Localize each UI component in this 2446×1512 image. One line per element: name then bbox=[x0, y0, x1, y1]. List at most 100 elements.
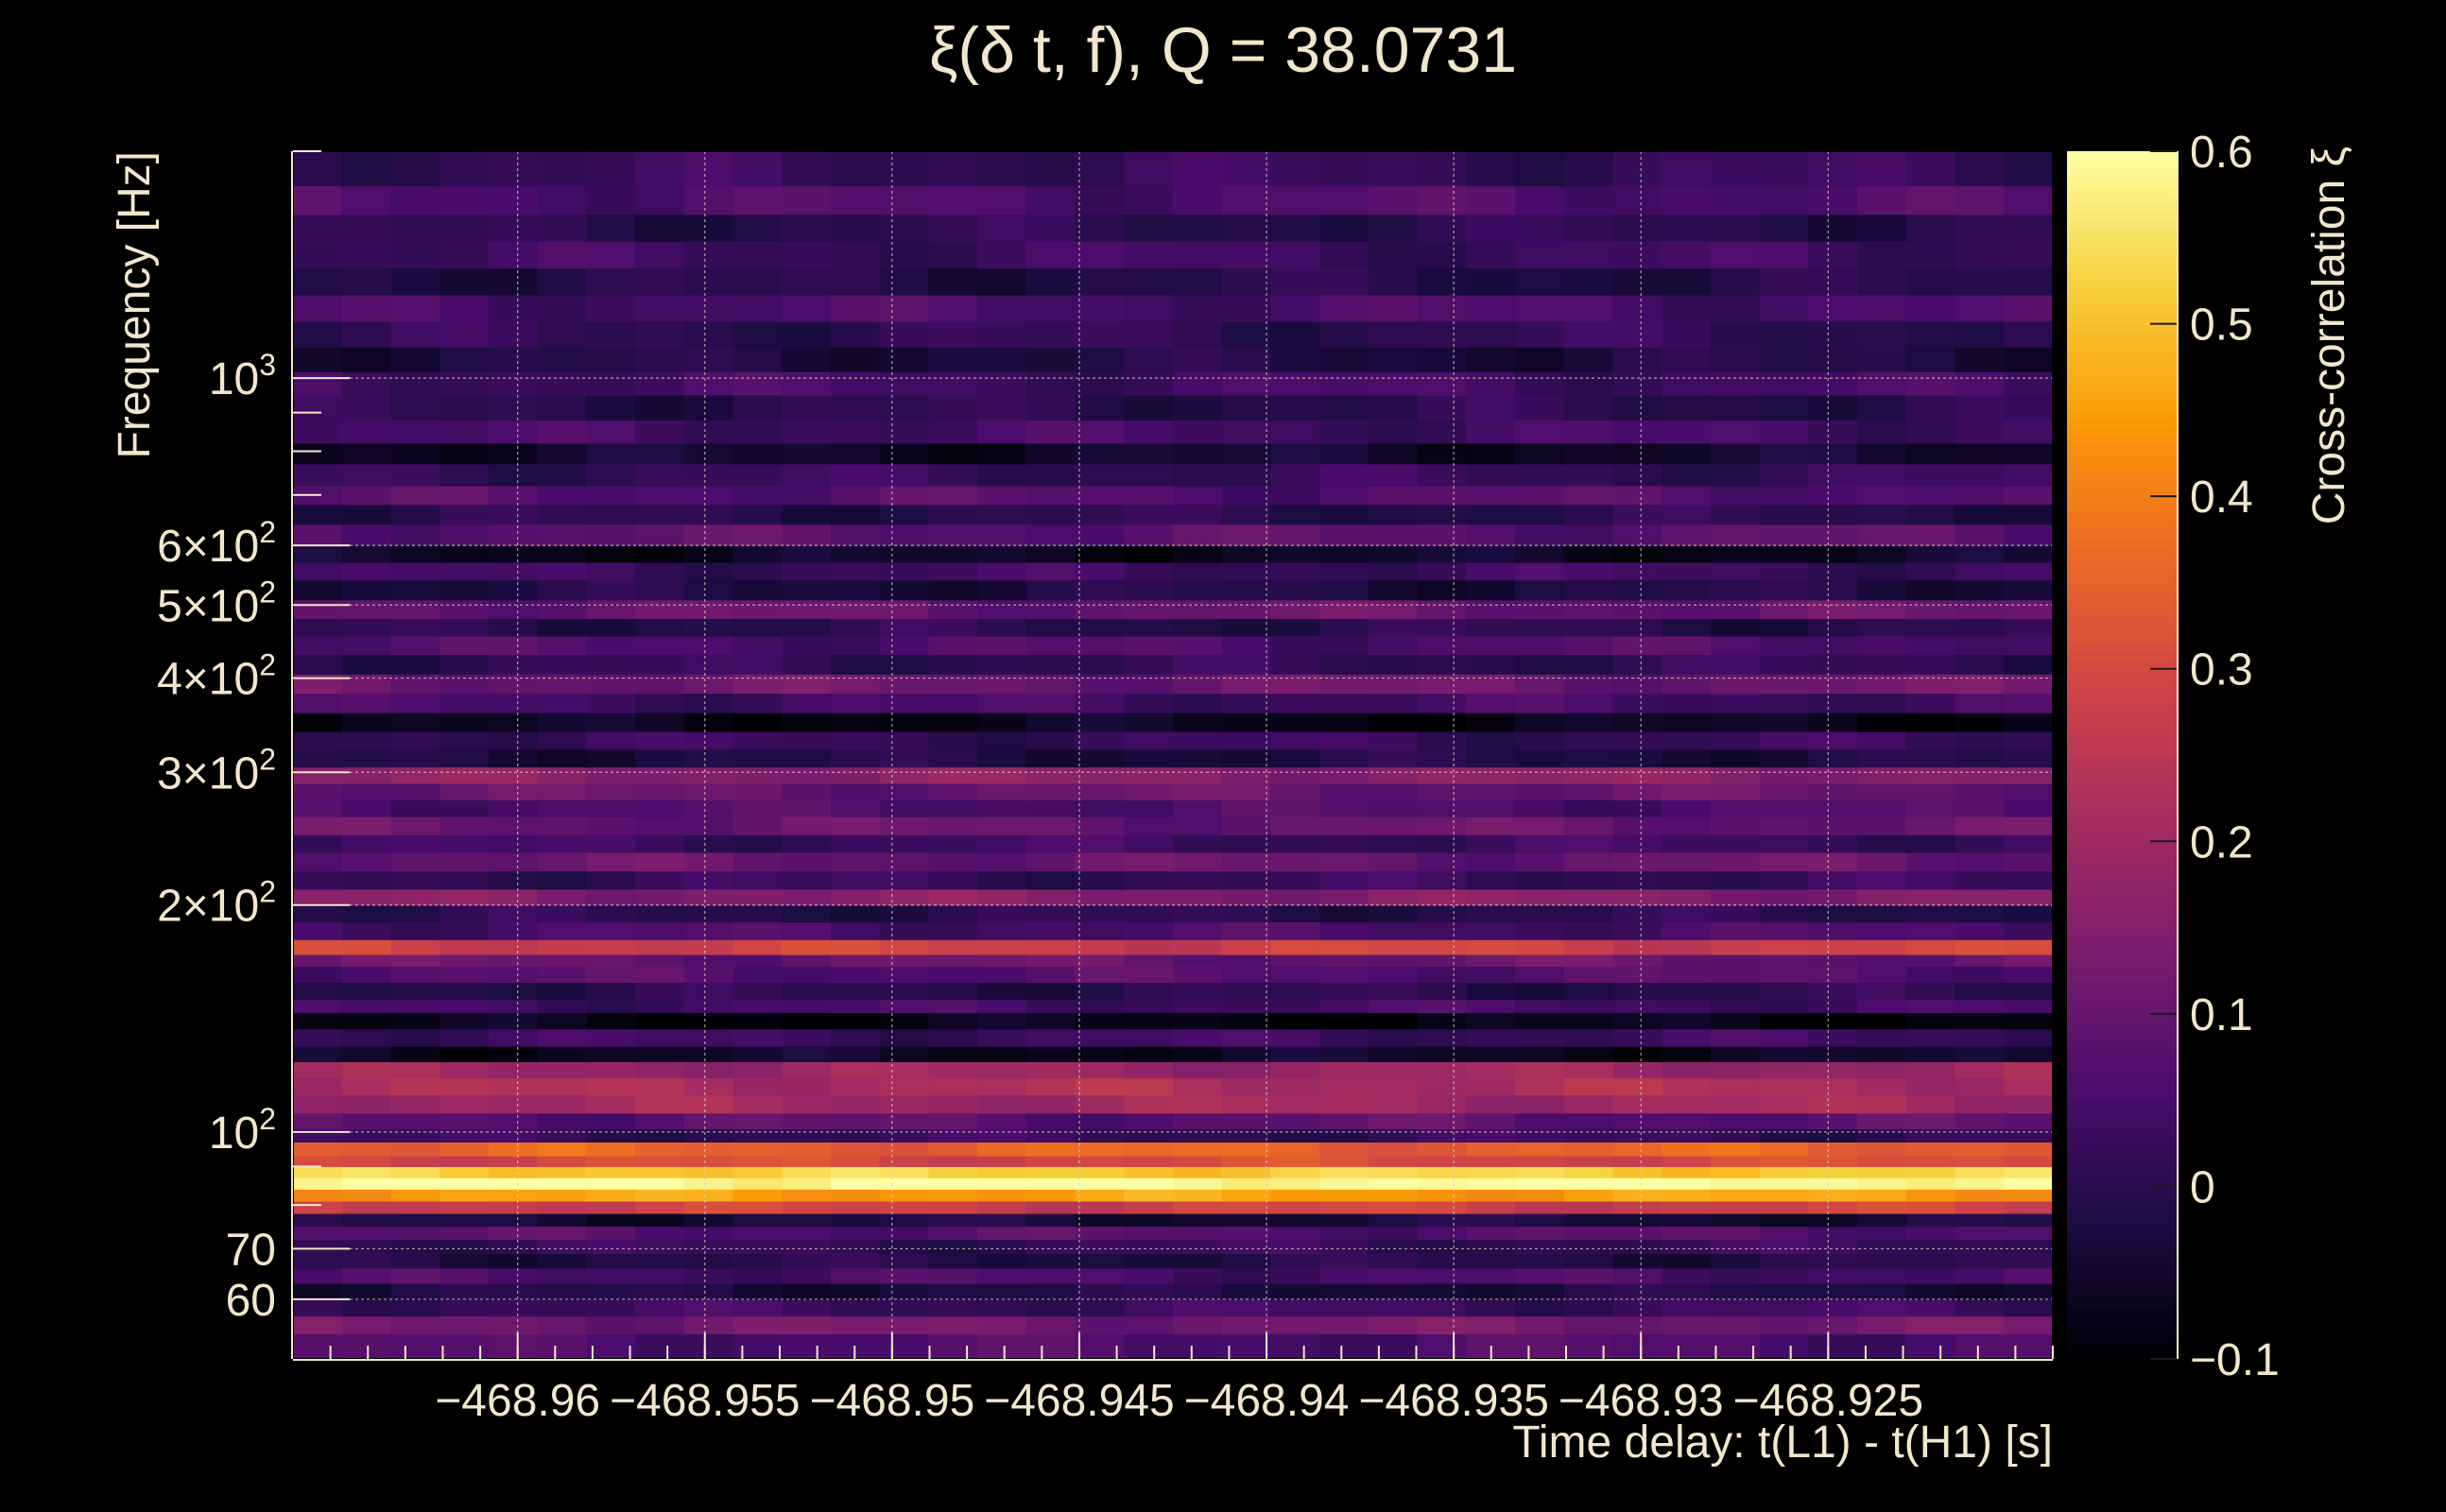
heatmap-cell bbox=[1905, 816, 1956, 835]
heatmap-cell bbox=[1612, 713, 1662, 732]
heatmap-cell bbox=[1710, 816, 1761, 835]
heatmap-cell bbox=[537, 1061, 587, 1079]
heatmap-cell bbox=[928, 1166, 978, 1178]
heatmap-cell bbox=[1466, 524, 1516, 546]
colorbar-segment bbox=[2067, 574, 2177, 584]
heatmap-cell bbox=[635, 320, 685, 348]
heatmap-cell bbox=[341, 151, 392, 187]
heatmap-cell bbox=[683, 834, 734, 853]
heatmap-cell bbox=[439, 1226, 490, 1241]
heatmap-cell bbox=[1319, 713, 1369, 732]
heatmap-cell bbox=[1857, 1298, 1907, 1317]
heatmap-cell bbox=[1319, 1112, 1369, 1130]
heatmap-cell bbox=[1808, 730, 1858, 750]
heatmap-cell bbox=[1319, 1315, 1369, 1334]
heatmap-cell bbox=[977, 524, 1027, 546]
heatmap-cell bbox=[1417, 1061, 1467, 1079]
heatmap-cell bbox=[488, 1282, 539, 1300]
heatmap-cell bbox=[732, 982, 783, 1000]
heatmap-cell bbox=[1124, 504, 1174, 525]
heatmap-cell bbox=[1857, 1239, 1907, 1255]
heatmap-cell bbox=[390, 799, 440, 817]
heatmap-cell bbox=[1270, 713, 1320, 732]
heatmap-cell bbox=[830, 294, 881, 322]
heatmap-cell bbox=[439, 524, 490, 546]
heatmap-cell bbox=[1124, 834, 1174, 853]
colorbar-segment bbox=[2067, 1203, 2177, 1213]
heatmap-cell bbox=[1368, 1200, 1419, 1214]
colorbar-segment bbox=[2067, 755, 2177, 765]
heatmap-cell bbox=[1612, 1166, 1662, 1178]
heatmap-cell bbox=[1368, 320, 1419, 348]
heatmap-cell bbox=[1173, 693, 1223, 713]
heatmap-cell bbox=[1466, 1189, 1516, 1202]
colorbar-segment bbox=[2067, 557, 2177, 566]
heatmap-cell bbox=[439, 1012, 490, 1030]
heatmap-cell bbox=[879, 674, 929, 695]
heatmap-cell bbox=[1025, 1166, 1077, 1178]
heatmap-cell bbox=[635, 1077, 685, 1096]
heatmap-cell bbox=[1124, 294, 1174, 322]
heatmap-cell bbox=[1857, 783, 1907, 800]
heatmap-cell bbox=[439, 748, 490, 768]
heatmap-cell bbox=[635, 599, 685, 620]
heatmap-cell bbox=[1857, 921, 1907, 940]
heatmap-cell bbox=[1612, 1094, 1662, 1114]
heatmap-cell bbox=[1515, 1045, 1565, 1062]
heatmap-cell bbox=[390, 1253, 440, 1269]
heatmap-cell bbox=[977, 1282, 1027, 1300]
heatmap-cell bbox=[732, 954, 783, 967]
heatmap-cell bbox=[537, 485, 587, 506]
heatmap-cell bbox=[2004, 371, 2054, 396]
heatmap-cell bbox=[1319, 1028, 1369, 1047]
heatmap-cell bbox=[1662, 999, 1712, 1014]
heatmap-cell bbox=[390, 748, 440, 768]
heatmap-cell bbox=[1857, 1077, 1907, 1096]
heatmap-cell bbox=[1857, 599, 1907, 620]
heatmap-cell bbox=[2004, 394, 2054, 421]
heatmap-cell bbox=[1270, 1239, 1320, 1255]
heatmap-cell bbox=[1270, 999, 1320, 1014]
heatmap-cell bbox=[586, 1077, 636, 1096]
colorbar-segment bbox=[2067, 306, 2177, 317]
heatmap-cell bbox=[293, 294, 343, 322]
heatmap-cell bbox=[1270, 463, 1320, 487]
x-tick-label: −468.935 bbox=[1358, 1376, 1549, 1426]
heatmap-cell bbox=[732, 1128, 783, 1143]
heatmap-cell bbox=[2004, 693, 2054, 713]
heatmap-cell bbox=[928, 599, 978, 620]
colorbar-segment bbox=[2067, 367, 2177, 376]
heatmap-cell bbox=[1221, 1094, 1272, 1114]
heatmap-cell bbox=[635, 654, 685, 675]
colorbar-segment bbox=[2067, 936, 2177, 946]
heatmap-cell bbox=[1124, 1212, 1174, 1228]
heatmap-cell bbox=[293, 674, 343, 695]
heatmap-cell bbox=[341, 851, 392, 872]
heatmap-cell bbox=[1955, 816, 2005, 835]
heatmap-cell bbox=[1124, 579, 1174, 601]
heatmap-cell bbox=[1563, 1226, 1614, 1241]
heatmap-cell bbox=[390, 1142, 440, 1157]
heatmap-cell bbox=[683, 674, 734, 695]
heatmap-cell bbox=[390, 635, 440, 656]
heatmap-cell bbox=[1662, 851, 1712, 872]
heatmap-cell bbox=[1368, 654, 1419, 675]
heatmap-cell bbox=[1319, 674, 1369, 695]
heatmap-cell bbox=[879, 1333, 929, 1360]
heatmap-cell bbox=[782, 999, 832, 1014]
heatmap-cell bbox=[2004, 1166, 2054, 1178]
heatmap-cell bbox=[1710, 579, 1761, 601]
heatmap-cell bbox=[732, 524, 783, 546]
heatmap-cell bbox=[1515, 713, 1565, 732]
heatmap-cell bbox=[732, 1156, 783, 1167]
heatmap-cell bbox=[390, 1061, 440, 1079]
heatmap-cell bbox=[1075, 185, 1125, 215]
heatmap-cell bbox=[977, 214, 1027, 242]
heatmap-cell bbox=[732, 1094, 783, 1114]
heatmap-cell bbox=[1612, 214, 1662, 242]
heatmap-cell bbox=[537, 1077, 587, 1096]
heatmap-cell bbox=[1612, 904, 1662, 923]
heatmap-cell bbox=[1270, 1128, 1320, 1143]
heatmap-cell bbox=[1319, 834, 1369, 853]
heatmap-cell bbox=[830, 185, 881, 215]
